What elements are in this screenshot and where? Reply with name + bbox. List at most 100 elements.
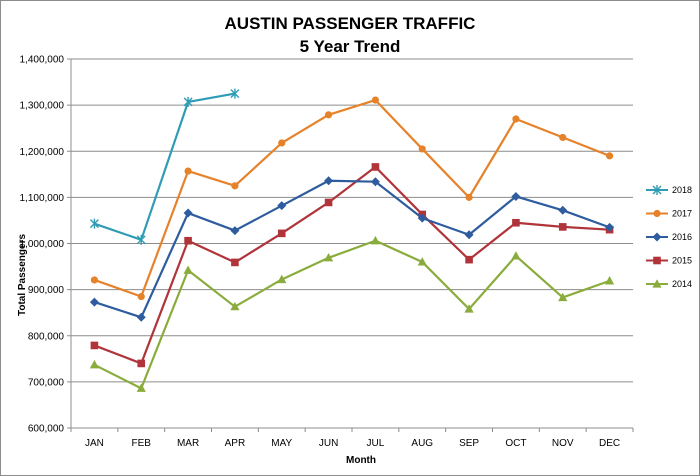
legend-item-2016: 2016 <box>646 232 692 242</box>
y-tick-label: 600,000 <box>28 424 65 435</box>
data-point-2014 <box>511 251 521 260</box>
legend-item-2017: 2017 <box>646 209 692 219</box>
legend-label: 2018 <box>672 185 692 195</box>
x-tick-label: OCT <box>505 438 526 449</box>
x-tick-label: AUG <box>411 438 433 449</box>
chart-subtitle: 5 Year Trend <box>300 37 401 56</box>
data-series <box>89 88 615 392</box>
series-2014 <box>89 235 615 392</box>
data-point-2017 <box>512 115 520 123</box>
y-tick-label: 1,100,000 <box>20 193 65 204</box>
series-2017 <box>90 96 614 301</box>
data-point-2014 <box>323 252 334 262</box>
data-point-2017 <box>465 193 473 201</box>
y-tick-label: 900,000 <box>28 285 65 296</box>
x-tick-label: DEC <box>599 438 620 449</box>
y-tick-label: 1,000,000 <box>20 239 65 250</box>
x-axis-title: Month <box>346 455 376 466</box>
data-point-2016 <box>511 191 521 201</box>
legend-label: 2017 <box>672 209 692 219</box>
x-tick-label: NOV <box>552 438 574 449</box>
legend-label: 2015 <box>672 256 692 266</box>
series-line-2017 <box>94 98 610 298</box>
data-point-2016 <box>417 213 427 223</box>
data-point-2016 <box>136 312 146 322</box>
y-tick-label: 800,000 <box>28 331 65 342</box>
data-point-2015 <box>558 223 567 231</box>
legend-marker <box>652 232 662 242</box>
chart-title: AUSTIN PASSENGER TRAFFIC <box>225 14 476 33</box>
data-point-2014 <box>230 301 240 311</box>
data-point-2015 <box>324 198 333 207</box>
y-tick-label: 700,000 <box>28 377 65 388</box>
data-point-2017 <box>559 133 567 142</box>
data-point-2015 <box>184 236 192 245</box>
series-line-2014 <box>93 239 610 390</box>
data-point-2018 <box>89 218 99 229</box>
data-point-2014 <box>183 265 193 274</box>
gridlines <box>71 58 633 429</box>
data-point-2015 <box>371 163 380 171</box>
series-line-2016 <box>94 179 610 319</box>
legend-label: 2016 <box>672 232 692 242</box>
legend: 2018 2017 2016 2015 2014 <box>646 185 692 289</box>
x-tick-label: JUL <box>367 438 385 449</box>
data-point-2017 <box>418 145 426 153</box>
x-tick-label: MAR <box>177 438 199 449</box>
data-point-2014 <box>558 292 568 302</box>
legend-marker <box>652 279 662 288</box>
series-2015 <box>90 163 614 368</box>
x-tick-label: JAN <box>85 438 104 449</box>
data-point-2015 <box>137 359 146 368</box>
data-point-2017 <box>90 276 99 284</box>
data-point-2015 <box>465 255 473 264</box>
data-point-2015 <box>277 229 286 238</box>
y-tick-label: 1,400,000 <box>20 55 65 66</box>
data-point-2017 <box>184 167 192 175</box>
data-point-2014 <box>136 383 146 392</box>
y-tick-label: 1,300,000 <box>20 101 65 112</box>
x-tick-label: APR <box>225 438 246 449</box>
y-tick-label: 1,200,000 <box>20 147 65 158</box>
y-axis-ticks: 600,000 700,000 800,000 900,000 1,000,000 1,1… <box>20 55 71 435</box>
data-point-2016 <box>605 222 615 232</box>
data-point-2016 <box>464 230 474 240</box>
y-axis-title: Total Passengers <box>17 234 28 317</box>
data-point-2018 <box>230 88 240 99</box>
data-point-2016 <box>324 176 334 186</box>
data-point-2016 <box>89 297 99 307</box>
data-point-2016 <box>558 205 568 215</box>
data-point-2017 <box>231 182 239 190</box>
data-point-2015 <box>512 218 520 227</box>
series-2016 <box>89 176 615 322</box>
data-point-2016 <box>370 177 380 187</box>
legend-item-2014: 2014 <box>646 279 692 289</box>
series-2018 <box>89 88 240 245</box>
legend-marker <box>653 209 661 218</box>
data-point-2017 <box>324 111 333 119</box>
data-point-2018 <box>183 96 193 107</box>
data-point-2016 <box>230 226 240 236</box>
data-point-2015 <box>90 341 99 350</box>
data-point-2017 <box>371 96 380 104</box>
data-point-2016 <box>183 208 193 218</box>
legend-item-2015: 2015 <box>646 256 692 266</box>
data-point-2017 <box>137 292 145 301</box>
series-line-2018 <box>94 92 236 241</box>
data-point-2014 <box>464 304 474 313</box>
data-point-2018 <box>136 234 146 245</box>
legend-marker <box>653 256 661 265</box>
x-tick-label: FEB <box>132 438 152 449</box>
x-tick-label: MAY <box>271 438 292 449</box>
series-line-2015 <box>94 165 610 365</box>
x-tick-label: JUN <box>319 438 338 449</box>
data-point-2014 <box>370 235 381 245</box>
data-point-2014 <box>89 360 100 369</box>
legend-item-2018: 2018 <box>646 185 692 195</box>
legend-label: 2014 <box>672 279 692 289</box>
data-point-2016 <box>277 201 287 211</box>
data-point-2014 <box>604 276 615 285</box>
data-point-2015 <box>231 258 239 267</box>
